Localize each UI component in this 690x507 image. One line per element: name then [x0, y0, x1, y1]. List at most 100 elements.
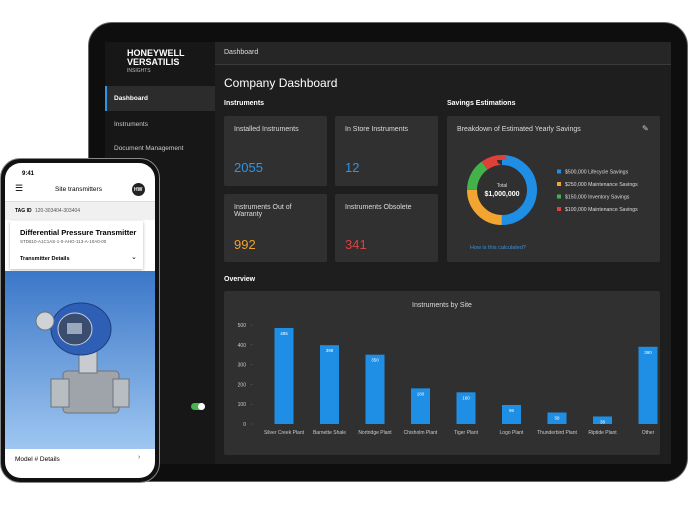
x-tick-label: Nortridge Plant [358, 430, 392, 436]
chevron: ⌄ [131, 254, 137, 261]
nav-item[interactable]: Dashboard [114, 95, 148, 102]
y-tick-label: 200 [238, 382, 247, 388]
y-tick-label: 300 [238, 363, 247, 369]
brand-sub: INSIGHTS [127, 68, 151, 74]
status-time: 9:41 [22, 171, 35, 177]
donut-center-label: Total [497, 183, 508, 189]
y-tick-label: 400 [238, 343, 247, 349]
stat-label: In Store Instruments [345, 126, 409, 133]
bar [411, 388, 430, 424]
data-label: 350 [371, 358, 379, 363]
data-label: 96 [509, 408, 515, 413]
legend-swatch [557, 207, 561, 211]
stat-card: Instruments Obsolete 341 [335, 194, 438, 262]
bar [274, 327, 294, 424]
donut-center-value: $1,000,000 [484, 191, 519, 198]
data-label: 180 [417, 391, 425, 396]
data-label: 398 [326, 348, 334, 353]
stat-value: 12 [345, 160, 360, 175]
bar [320, 345, 339, 424]
nav-item[interactable]: Document Management [114, 145, 184, 152]
legend-label: $250,000 Maintenance Savings [565, 182, 638, 188]
bar [502, 404, 521, 424]
bar [593, 416, 612, 424]
breadcrumb: Dashboard [224, 49, 259, 56]
section-heading: Savings Estimations [447, 100, 516, 107]
bar [365, 354, 385, 424]
stat-card: Instruments Out of Warranty 992 [224, 194, 327, 262]
stat-value: 992 [234, 237, 256, 252]
legend-swatch [557, 169, 561, 174]
donut-segment [467, 155, 537, 225]
avatar[interactable] [132, 183, 145, 196]
bar [547, 412, 567, 424]
bar-chart-card: Instruments by Site 0 100 200 300 400 500 485 39… [224, 291, 660, 455]
toggle[interactable] [191, 403, 205, 410]
nav-item[interactable]: Instruments [114, 121, 148, 128]
product-card [10, 221, 143, 269]
phone-screen: 9:41 ☰ Site transmitters HW TAG ID 120-3… [5, 163, 155, 478]
data-label: 58 [554, 416, 560, 421]
chevron: › [138, 454, 141, 461]
product-image [5, 271, 155, 449]
savings-card: Breakdown of Estimated Yearly Savings ✎ … [447, 116, 660, 262]
bar [456, 392, 476, 424]
donut-chart: $500,000 Lifecycle Savings $250,000 Maint… [467, 155, 638, 225]
tag-label: TAG ID [15, 208, 32, 214]
data-label: 485 [280, 331, 288, 336]
stat-label: Installed Instruments [234, 126, 299, 133]
section-heading: Overview [224, 276, 256, 283]
data-label: 160 [462, 395, 470, 400]
tag-value: 120-303404-303404 [35, 208, 81, 214]
legend-label: $100,000 Maintenance Savings [565, 207, 638, 213]
stat-label: Instruments Obsolete [345, 204, 412, 211]
model-code: STD810-A1C1AS-1-0-AHO-113-A-10A0-00 [20, 239, 107, 244]
data-label: 38 [600, 419, 606, 424]
nav-active [105, 86, 215, 111]
legend-label: $150,000 Inventory Savings [565, 195, 630, 201]
stat-label: Instruments Out of Warranty [234, 204, 292, 218]
x-tick-label: Chisholm Plant [403, 430, 438, 436]
x-tick-label: Silver Creek Plant [263, 430, 304, 436]
link[interactable]: How is this calculated? [470, 245, 526, 251]
stat-value: 341 [345, 237, 367, 252]
legend-swatch [557, 182, 561, 186]
bar-chart: Instruments by Site 0 100 200 300 400 500 485 39… [238, 302, 658, 428]
transmitter-illustration [35, 302, 130, 414]
legend-swatch [557, 194, 561, 199]
menu-icon[interactable]: ☰ [15, 183, 24, 193]
footer-link[interactable]: Model # Details [15, 456, 60, 463]
tag-row [5, 201, 155, 220]
y-tick-label: 0 [243, 422, 246, 428]
screen-title: Site transmitters [55, 186, 102, 193]
x-tick-label: Thunderbird Plant [537, 430, 577, 436]
data-label: 390 [644, 350, 652, 355]
y-tick-label: 100 [238, 402, 247, 408]
chart-title: Instruments by Site [412, 302, 472, 309]
x-tick-label: Barnette Shale [312, 430, 347, 436]
x-tick-label: Tiger Plant [454, 430, 478, 436]
legend-label: $500,000 Lifecycle Savings [565, 170, 629, 176]
x-tick-label: Riptide Plant [588, 430, 617, 436]
x-tick-label: Logo Plant [499, 430, 524, 436]
stat-card: Installed Instruments 2055 [224, 116, 327, 186]
card-title: Breakdown of Estimated Yearly Savings [457, 126, 581, 133]
stat-card: In Store Instruments 12 [335, 116, 438, 186]
x-tick-label: Other [641, 430, 655, 436]
avatar-text: HW [134, 187, 143, 193]
y-tick-label: 500 [238, 323, 247, 329]
brand: VERSATILIS [127, 57, 180, 67]
details-toggle[interactable]: Transmitter Details [20, 256, 70, 262]
header-bar [215, 42, 671, 65]
stat-value: 2055 [234, 160, 263, 175]
product-name: Differential Pressure Transmitter [20, 228, 137, 237]
section-heading: Instruments [224, 100, 265, 107]
edit-icon[interactable]: ✎ [642, 124, 649, 133]
donut-segment [467, 155, 537, 225]
tablet-screen: HONEYWELL VERSATILIS INSIGHTS Dashboard … [105, 42, 671, 464]
page-title: Company Dashboard [224, 76, 338, 90]
toggle-knob [198, 403, 205, 410]
brand: HONEYWELL [127, 48, 185, 58]
bar [638, 346, 658, 424]
